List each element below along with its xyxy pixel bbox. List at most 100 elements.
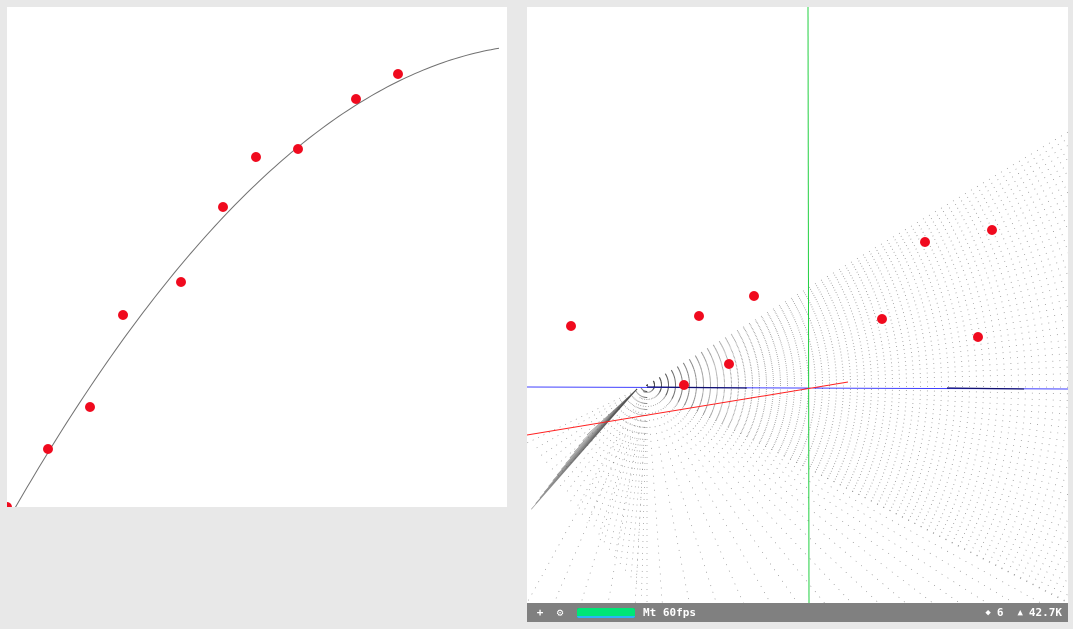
grid-ray-82 [646, 384, 771, 603]
grid-ray-27 [646, 312, 1068, 386]
grid-ray-41 [646, 384, 1068, 408]
grid-ray-32 [646, 346, 1068, 386]
fps-meter-fill [577, 607, 635, 618]
grid-ray-25 [646, 299, 1068, 386]
grid-ray-11 [646, 205, 1068, 386]
regression-plot [7, 47, 500, 507]
grid-ray-44 [646, 384, 1068, 428]
grid-ray-24 [646, 292, 1068, 386]
grid-ray-74 [646, 384, 988, 603]
grid-ray-3 [646, 151, 1068, 386]
grid-ray-48 [646, 384, 1068, 455]
grid-ray-84 [646, 384, 717, 603]
grid-ray-left-0 [527, 384, 648, 444]
grid-ray-6 [646, 172, 1068, 386]
grid-ray-55 [646, 384, 1068, 502]
grid-ray-56 [646, 384, 1068, 509]
scene-point-3 [724, 359, 734, 369]
grid-ray-left-11 [586, 384, 648, 524]
scene-point-1 [694, 311, 704, 321]
grid-ray-73 [646, 384, 1015, 603]
grid-ray-42 [646, 384, 1068, 415]
fps-meter-underline [577, 615, 635, 618]
grid-ray-81 [646, 384, 798, 603]
triangle-icon: ▲ [1017, 607, 1023, 618]
grid-ray-71 [646, 384, 1068, 603]
grid-ray-69 [646, 384, 1068, 596]
data-point-9 [393, 69, 403, 79]
grid-ray-18 [646, 252, 1068, 386]
scene-point-0 [566, 321, 576, 331]
3d-viewport-panel[interactable]: + ⚙ Mt 60fps ◆ 6 ▲ 42.7K [527, 7, 1068, 622]
grid-ray-9 [646, 192, 1068, 386]
grid-ray-64 [646, 384, 1068, 562]
axis-z-dark-segment-2 [946, 387, 1025, 390]
grid-ray-28 [646, 319, 1068, 386]
grid-ray-left-14 [603, 384, 648, 545]
scene-point-4 [679, 380, 689, 390]
status-bar: + ⚙ Mt 60fps ◆ 6 ▲ 42.7K [527, 603, 1068, 622]
perspective-grid [527, 131, 1068, 603]
fit-curve [15, 47, 500, 507]
grid-ray-62 [646, 384, 1068, 549]
grid-ray-left-10 [581, 384, 648, 516]
grid-ray-left-13 [597, 384, 648, 538]
grid-ray-near-13 [531, 388, 638, 510]
settings-gear-icon[interactable]: ⚙ [556, 606, 564, 619]
add-button[interactable]: + [536, 606, 544, 619]
scene-point-5 [877, 314, 887, 324]
triangles-count: 42.7K [1028, 606, 1062, 619]
grid-ray-17 [646, 245, 1068, 386]
grid-ray-14 [646, 225, 1068, 386]
grid-ray-left-5 [554, 384, 648, 480]
grid-ray-43 [646, 384, 1068, 422]
grid-ray-63 [646, 384, 1068, 556]
axis-z-dark-segment [646, 386, 748, 389]
grid-ray-left-17 [619, 384, 648, 567]
fps-meter [577, 607, 635, 618]
grid-ray-left-3 [543, 384, 648, 466]
grid-ray-5 [646, 165, 1068, 386]
data-point-1 [43, 444, 53, 454]
grid-ray-left-6 [559, 384, 648, 487]
grid-ray-70 [646, 384, 1068, 603]
grid-ray-88 [607, 384, 648, 603]
grid-ray-86 [646, 384, 663, 603]
grid-ray-67 [646, 384, 1068, 583]
grid-ray-36 [646, 373, 1068, 386]
grid-ray-left-9 [575, 384, 648, 509]
grid-ray-39 [646, 384, 1068, 395]
data-point-6 [251, 152, 261, 162]
grid-ray-20 [646, 265, 1068, 386]
grid-ray-72 [646, 384, 1042, 603]
scene-point-6 [920, 237, 930, 247]
scene-point-2 [749, 291, 759, 301]
grid-ray-30 [646, 333, 1068, 386]
grid-ray-37 [646, 380, 1068, 386]
grid-ray-29 [646, 326, 1068, 386]
grid-ray-60 [646, 384, 1068, 536]
grid-ray-51 [646, 384, 1068, 475]
grid-ray-0 [646, 131, 1068, 386]
grid-ray-76 [646, 384, 933, 603]
3d-viewport[interactable] [527, 7, 1068, 603]
grid-ray-10 [646, 198, 1068, 386]
grid-ray-16 [646, 239, 1068, 386]
grid-ray-34 [646, 359, 1068, 386]
triangles-stat: ▲ 42.7K [1017, 606, 1062, 619]
grid-ray-21 [646, 272, 1068, 386]
grid-ray-87 [634, 384, 648, 603]
grid-ray-66 [646, 384, 1068, 576]
axis-y [807, 7, 810, 603]
data-point-7 [293, 144, 303, 154]
grid-ray-8 [646, 185, 1068, 386]
grid-ray-left-16 [613, 384, 648, 560]
grid-ray-23 [646, 286, 1068, 386]
diamond-icon: ◆ [985, 607, 991, 618]
grid-ray-83 [646, 384, 744, 603]
grid-ray-85 [646, 384, 690, 603]
grid-ray-50 [646, 384, 1068, 469]
grid-ray-2 [646, 145, 1068, 386]
grid-ray-61 [646, 384, 1068, 542]
grid-ray-31 [646, 339, 1068, 386]
